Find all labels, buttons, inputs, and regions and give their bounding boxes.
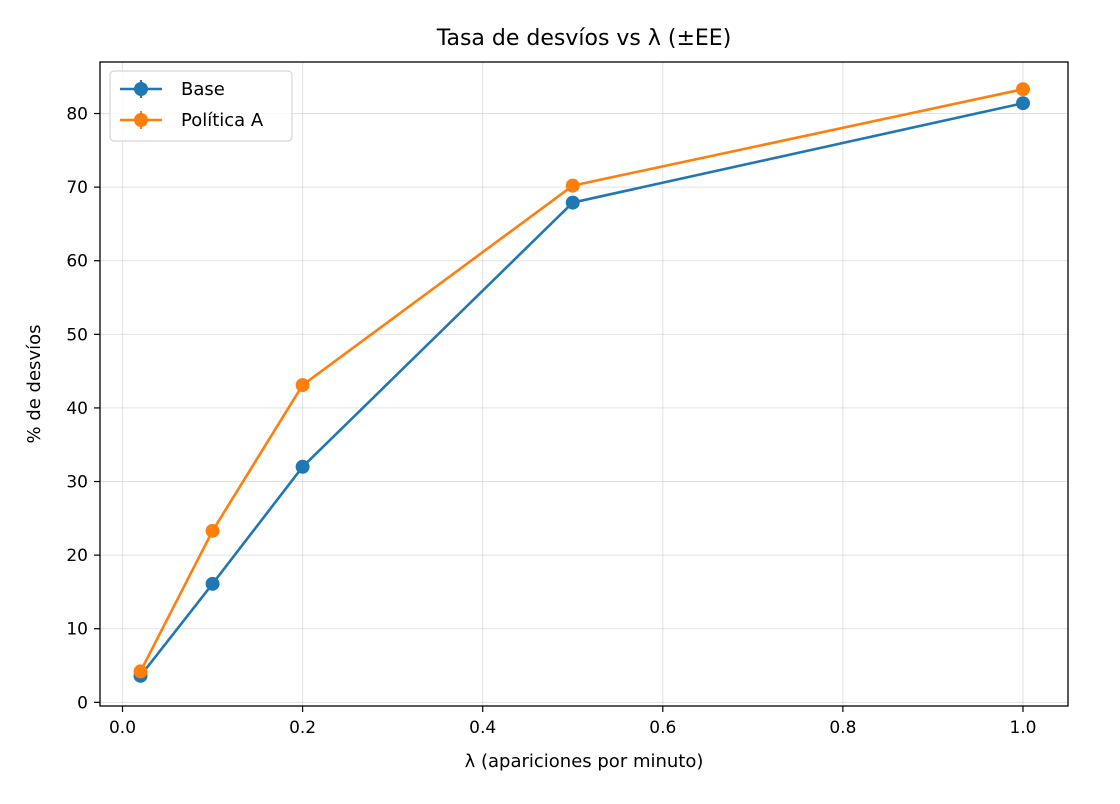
data-point xyxy=(1015,96,1030,111)
y-tick-label: 30 xyxy=(66,473,88,493)
x-axis-label: λ (apariciones por minuto) xyxy=(465,751,704,772)
data-point xyxy=(205,523,220,538)
y-axis-label: % de desvíos xyxy=(24,325,45,444)
data-point xyxy=(565,178,580,193)
y-tick-label: 0 xyxy=(77,693,88,713)
series-layer xyxy=(133,82,1030,683)
y-tick-label: 80 xyxy=(66,105,88,125)
legend-label: Política A xyxy=(181,110,264,131)
legend-marker xyxy=(134,113,148,127)
y-tick-label: 10 xyxy=(66,620,88,640)
plot-frame xyxy=(99,61,1069,707)
grid xyxy=(100,62,1068,706)
x-tick-label: 0.0 xyxy=(109,718,136,738)
chart-title: Tasa de desvíos vs λ (±EE) xyxy=(436,26,732,51)
ticks: 0.0 0.2 0.4 0.6 0.8 1.0 0 10 20 30 40 50 60 70 80 xyxy=(66,105,1036,738)
y-tick-label: 60 xyxy=(66,252,88,272)
x-tick-label: 0.8 xyxy=(829,718,856,738)
y-tick-label: 20 xyxy=(66,546,88,566)
data-point xyxy=(1015,82,1030,97)
data-point xyxy=(295,459,310,474)
legend-label: Base xyxy=(181,79,225,100)
y-tick-label: 40 xyxy=(66,399,88,419)
legend-marker xyxy=(134,82,148,96)
data-point xyxy=(565,195,580,210)
x-tick-label: 0.6 xyxy=(649,718,676,738)
data-point xyxy=(295,378,310,393)
x-tick-label: 0.2 xyxy=(289,718,316,738)
x-tick-label: 0.4 xyxy=(469,718,496,738)
x-tick-label: 1.0 xyxy=(1009,718,1036,738)
legend: Base Política A xyxy=(109,70,293,142)
data-point xyxy=(133,664,148,679)
y-tick-label: 70 xyxy=(66,178,88,198)
y-tick-label: 50 xyxy=(66,325,88,345)
data-point xyxy=(205,576,220,591)
